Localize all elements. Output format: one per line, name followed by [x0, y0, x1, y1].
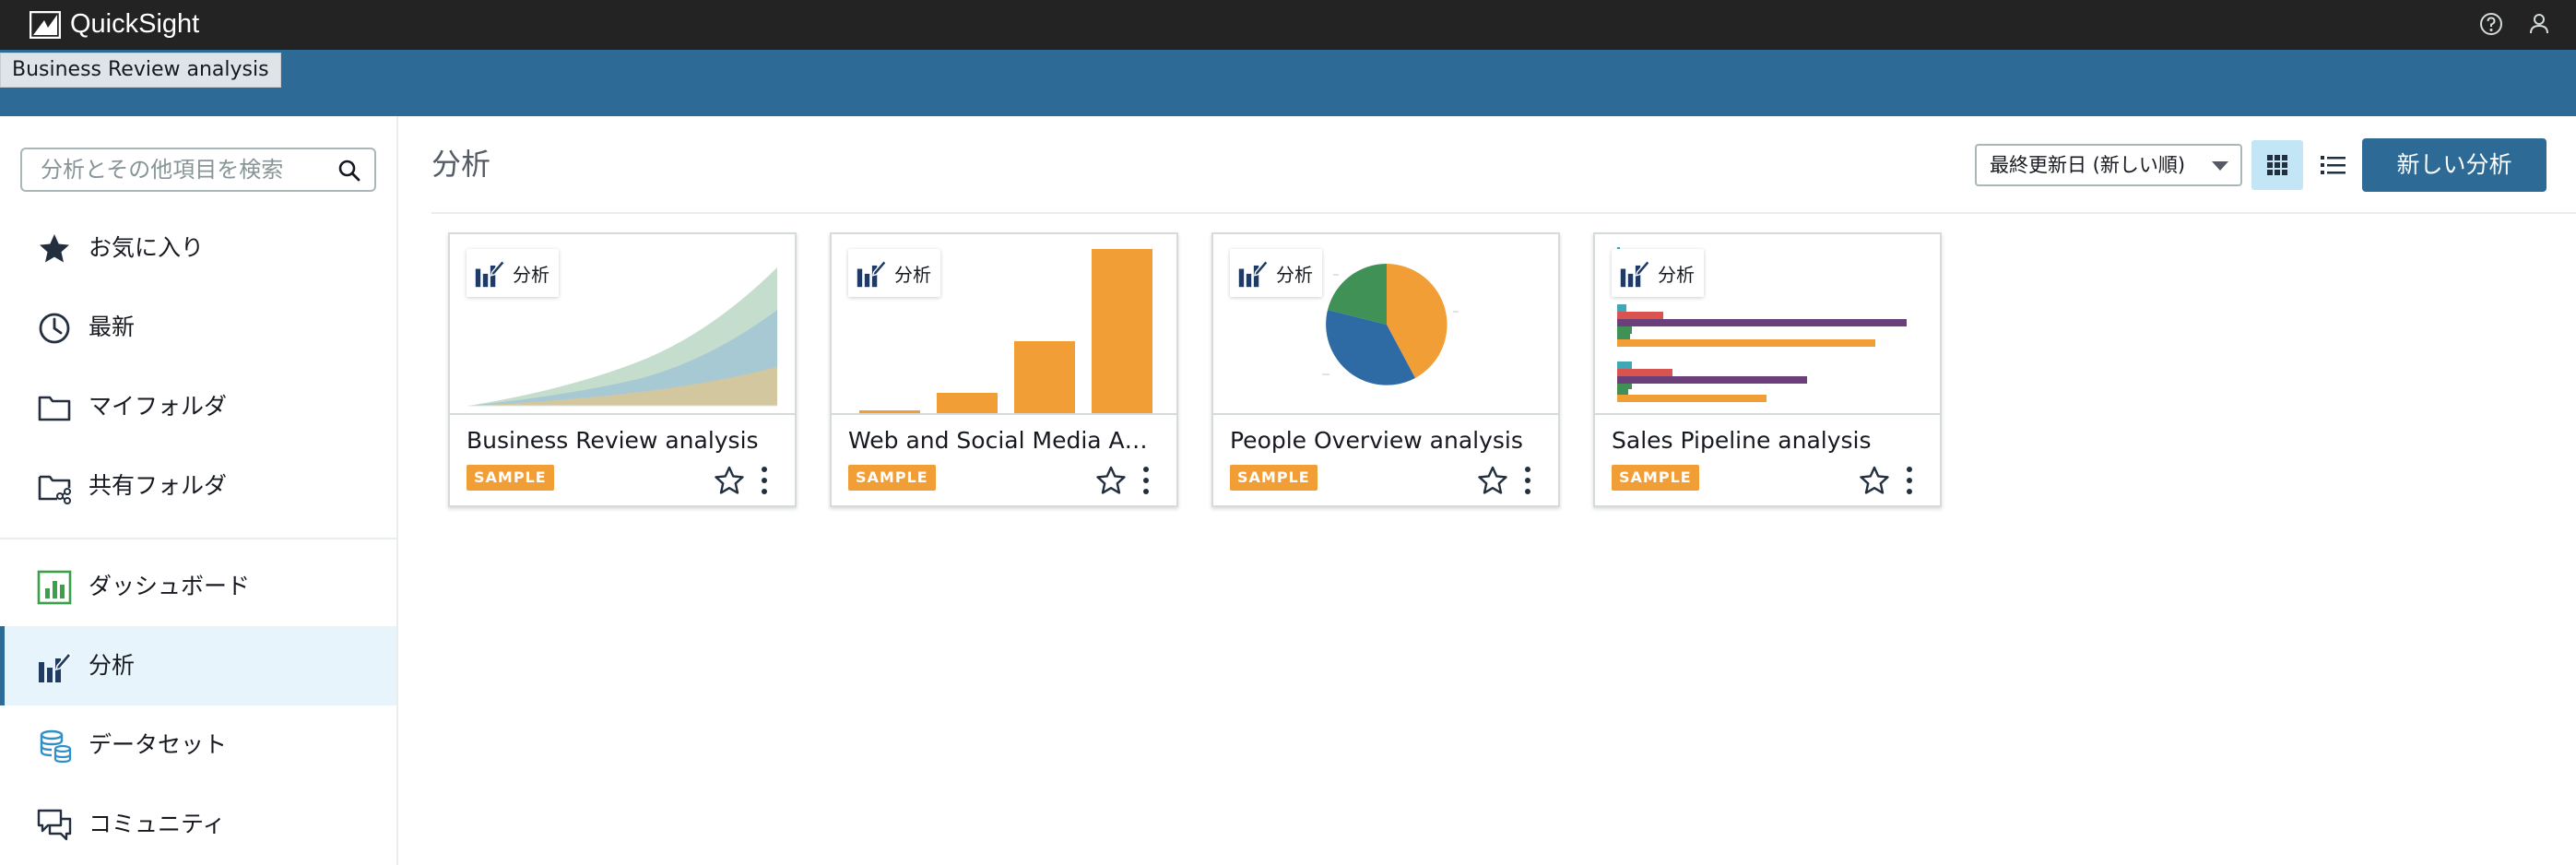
star-outline-icon[interactable] — [1477, 465, 1508, 496]
sort-selected-value: 最終更新日 (新しい順) — [1990, 154, 2186, 176]
card-type-label: 分析 — [1658, 263, 1695, 286]
search-input[interactable] — [41, 149, 326, 190]
card-type-label: 分析 — [513, 263, 549, 286]
card-thumbnail-area-chart[interactable]: 分析 — [450, 234, 795, 415]
quicksight-logo-icon[interactable] — [30, 11, 61, 39]
list-icon — [2321, 156, 2346, 174]
bar-chart-thumbnail — [859, 249, 1152, 413]
sidebar-item-label: マイフォルダ — [89, 393, 228, 420]
sidebar-item-shared-folders[interactable]: 共有フォルダ — [0, 446, 396, 526]
sidebar-item-analyses[interactable]: 分析 — [0, 626, 396, 705]
chevron-down-icon — [2212, 161, 2228, 171]
analysis-icon — [475, 259, 505, 288]
more-options-icon[interactable] — [756, 465, 773, 496]
card-title[interactable]: People Overview analysis — [1230, 427, 1523, 454]
sidebar-item-label: 共有フォルダ — [89, 472, 228, 499]
sample-badge: SAMPLE — [1612, 465, 1699, 491]
new-analysis-button[interactable]: 新しい分析 — [2362, 138, 2546, 192]
sidebar-item-label: コミュニティ — [89, 811, 226, 837]
divider — [431, 212, 2576, 214]
sidebar-item-datasets[interactable]: データセット — [0, 705, 396, 785]
grid-icon — [2267, 155, 2287, 175]
sidebar-item-community[interactable]: コミュニティ — [0, 785, 396, 864]
star-outline-icon[interactable] — [1859, 465, 1890, 496]
horizontal-bar-chart-thumbnail — [1617, 247, 1907, 402]
page-title: 分析 — [431, 147, 491, 182]
card-type-label: 分析 — [894, 263, 931, 286]
more-options-icon[interactable] — [1519, 465, 1536, 496]
analysis-card[interactable]: 分析 People Overview analysis SAMPLE — [1211, 232, 1560, 507]
analysis-card[interactable]: 分析 Business Review analysis SAMPLE — [448, 232, 797, 507]
sidebar-item-label: 分析 — [89, 652, 136, 679]
card-thumbnail-horizontal-bar-chart[interactable]: 分析 — [1595, 234, 1940, 415]
clock-icon — [39, 313, 70, 344]
card-type-badge: 分析 — [1230, 249, 1322, 297]
sort-dropdown[interactable]: 最終更新日 (新しい順) — [1975, 144, 2242, 186]
card-thumbnail-pie-chart[interactable]: 分析 — [1213, 234, 1558, 415]
analysis-icon — [1238, 259, 1269, 288]
sidebar-item-dashboards[interactable]: ダッシュボード — [0, 547, 396, 626]
star-icon — [40, 234, 69, 263]
area-chart-thumbnail — [468, 267, 777, 407]
sidebar-item-recent[interactable]: 最新 — [0, 288, 396, 367]
community-icon — [37, 809, 72, 841]
sample-badge: SAMPLE — [848, 465, 936, 491]
sidebar: お気に入り 最新 マイフォルダ 共有フォルダ — [0, 116, 398, 865]
sample-badge: SAMPLE — [1230, 465, 1318, 491]
analysis-icon — [1620, 259, 1650, 288]
analysis-card[interactable]: 分析 Web and Social Media Anal... SAMPLE — [830, 232, 1178, 507]
sample-badge: SAMPLE — [467, 465, 554, 491]
search-icon[interactable] — [337, 159, 361, 183]
analysis-card[interactable]: 分析 Sales Pipeline analysis SAMPLE — [1593, 232, 1942, 507]
sidebar-item-favorites[interactable]: お気に入り — [0, 208, 396, 288]
sidebar-item-label: ダッシュボード — [89, 573, 251, 599]
sidebar-item-my-folders[interactable]: マイフォルダ — [0, 367, 396, 446]
dashboard-icon — [37, 570, 72, 605]
more-options-icon[interactable] — [1138, 465, 1154, 496]
card-type-badge: 分析 — [1612, 249, 1704, 297]
user-icon[interactable] — [2526, 11, 2552, 37]
card-type-badge: 分析 — [848, 249, 940, 297]
folder-icon — [38, 396, 71, 421]
dataset-icon — [40, 729, 72, 764]
shared-folder-icon — [38, 475, 71, 504]
card-title[interactable]: Business Review analysis — [467, 427, 759, 454]
list-view-button[interactable] — [2307, 140, 2358, 190]
help-icon[interactable] — [2478, 11, 2504, 37]
header-banner — [0, 50, 2576, 116]
top-navigation-bar: QuickSight — [0, 0, 2576, 50]
analysis-icon — [857, 259, 887, 288]
card-title[interactable]: Web and Social Media Anal... — [848, 427, 1162, 454]
sidebar-divider — [0, 538, 396, 539]
more-options-icon[interactable] — [1901, 465, 1918, 496]
grid-view-button[interactable] — [2251, 140, 2303, 190]
app-name[interactable]: QuickSight — [70, 9, 200, 39]
card-type-label: 分析 — [1276, 263, 1313, 286]
star-outline-icon[interactable] — [1095, 465, 1127, 496]
sidebar-item-label: データセット — [89, 731, 228, 758]
sidebar-item-label: お気に入り — [89, 234, 205, 261]
sidebar-item-label: 最新 — [89, 314, 136, 340]
card-thumbnail-bar-chart[interactable]: 分析 — [832, 234, 1176, 415]
pie-chart-thumbnail — [1322, 264, 1459, 385]
main-content: 分析 最終更新日 (新しい順) 新しい分析 — [400, 116, 2576, 865]
card-type-badge: 分析 — [467, 249, 559, 297]
star-outline-icon[interactable] — [714, 465, 745, 496]
search-box[interactable] — [20, 148, 376, 192]
card-title[interactable]: Sales Pipeline analysis — [1612, 427, 1872, 454]
tooltip: Business Review analysis — [0, 53, 281, 88]
analysis-icon — [39, 651, 72, 682]
